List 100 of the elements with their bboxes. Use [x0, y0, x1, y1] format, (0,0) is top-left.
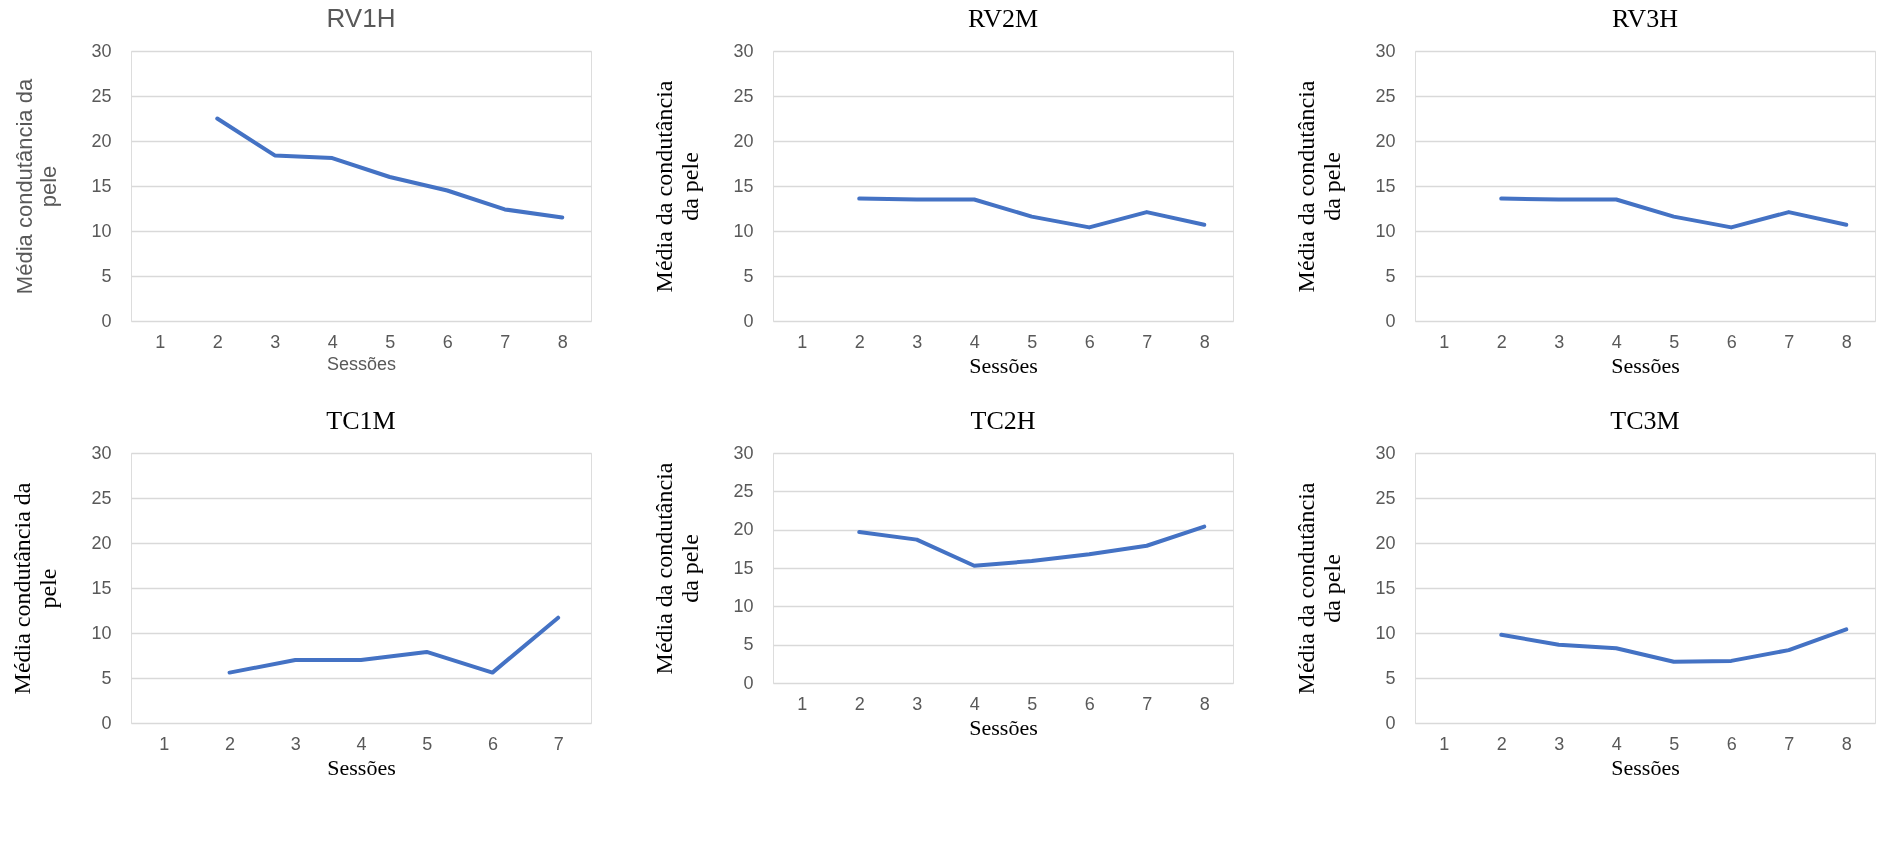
- x-tick-label: 3: [912, 693, 923, 714]
- y-tick-label: 25: [733, 85, 754, 106]
- y-tick-label: 25: [733, 480, 754, 501]
- x-tick-label: 2: [1496, 331, 1507, 352]
- y-tick-label: 15: [733, 175, 754, 196]
- y-tick-label: 15: [91, 175, 112, 196]
- y-tick-label: 5: [1385, 265, 1396, 286]
- x-tick-label: 5: [1027, 331, 1038, 352]
- x-tick-label: 4: [969, 331, 980, 352]
- y-axis-title: Média da condutância da pele: [651, 462, 704, 675]
- x-tick-label: 7: [553, 733, 564, 754]
- chart-title: RV1H: [326, 3, 396, 33]
- x-tick-label: 4: [327, 331, 338, 352]
- y-tick-label: 10: [91, 622, 112, 643]
- y-tick-label: 30: [733, 40, 754, 61]
- x-tick-label: 3: [1554, 733, 1565, 754]
- y-axis-title: Média da condutância da pele: [1293, 482, 1346, 695]
- x-tick-label: 5: [422, 733, 433, 754]
- y-tick-label: 5: [743, 634, 754, 655]
- y-axis-title: Média condutância da pele: [12, 78, 62, 295]
- y-tick-label: 10: [733, 220, 754, 241]
- x-tick-label: 8: [557, 331, 568, 352]
- line-series: [857, 524, 1207, 568]
- x-tick-label: 2: [212, 331, 223, 352]
- y-tick-label: 5: [101, 667, 112, 688]
- x-tick-label: 1: [797, 693, 808, 714]
- y-tick-label: 15: [1375, 175, 1396, 196]
- line-series: [227, 615, 561, 675]
- y-tick-label: 20: [91, 130, 112, 151]
- chart-title: RV3H: [1612, 4, 1679, 33]
- x-tick-label: 1: [1439, 733, 1450, 754]
- x-tick-label: 2: [854, 331, 865, 352]
- y-tick-label: 0: [101, 712, 112, 733]
- y-tick-label: 20: [1375, 130, 1396, 151]
- line-series: [857, 196, 1207, 230]
- x-tick-label: 8: [1841, 733, 1852, 754]
- x-tick-label: 4: [969, 693, 980, 714]
- y-tick-label: 10: [1375, 220, 1396, 241]
- y-axis-title: Média da condutância da pele: [651, 80, 704, 293]
- line-series: [215, 116, 565, 220]
- y-tick-label: 0: [101, 310, 112, 331]
- y-tick-label: 10: [91, 220, 112, 241]
- x-tick-label: 8: [1199, 693, 1210, 714]
- chart-title: TC3M: [1610, 406, 1680, 435]
- y-tick-label: 5: [1385, 667, 1396, 688]
- x-axis-title: Sessões: [969, 352, 1038, 378]
- y-tick-label: 10: [1375, 622, 1396, 643]
- y-tick-label: 20: [733, 519, 754, 540]
- x-tick-label: 8: [1841, 331, 1852, 352]
- y-tick-label: 0: [1385, 712, 1396, 733]
- x-tick-label: 5: [1027, 693, 1038, 714]
- chart-title: RV2M: [967, 4, 1039, 33]
- x-axis-title: Sessões: [326, 353, 397, 374]
- y-tick-label: 15: [1375, 577, 1396, 598]
- y-tick-label: 25: [91, 487, 112, 508]
- x-tick-label: 5: [385, 331, 396, 352]
- y-tick-label: 0: [1385, 310, 1396, 331]
- y-tick-label: 30: [91, 442, 112, 463]
- x-axis-title: Sessões: [1611, 754, 1680, 780]
- x-tick-label: 5: [1669, 331, 1680, 352]
- x-tick-label: 5: [1669, 733, 1680, 754]
- x-tick-label: 3: [1554, 331, 1565, 352]
- y-tick-label: 0: [743, 310, 754, 331]
- chart-title: TC1M: [326, 406, 396, 435]
- x-tick-label: 4: [1611, 733, 1622, 754]
- y-tick-label: 10: [733, 595, 754, 616]
- x-tick-label: 6: [1084, 331, 1095, 352]
- x-tick-label: 7: [1142, 331, 1153, 352]
- y-tick-label: 20: [91, 532, 112, 553]
- y-tick-label: 25: [1375, 487, 1396, 508]
- x-tick-label: 6: [442, 331, 453, 352]
- x-tick-label: 1: [797, 331, 808, 352]
- line-series: [1499, 627, 1849, 664]
- x-axis-title: Sessões: [1611, 352, 1680, 378]
- x-tick-label: 4: [356, 733, 367, 754]
- y-tick-label: 15: [733, 557, 754, 578]
- y-tick-label: 30: [1375, 40, 1396, 61]
- x-tick-label: 7: [500, 331, 511, 352]
- y-tick-label: 20: [1375, 532, 1396, 553]
- x-tick-label: 7: [1784, 331, 1795, 352]
- y-tick-label: 15: [91, 577, 112, 598]
- x-tick-label: 1: [159, 733, 170, 754]
- x-tick-label: 4: [1611, 331, 1622, 352]
- x-tick-label: 2: [854, 693, 865, 714]
- x-tick-label: 1: [1439, 331, 1450, 352]
- x-axis-title: Sessões: [969, 714, 1038, 740]
- y-tick-label: 30: [733, 442, 754, 463]
- y-axis-title: Média da condutância da pele: [1293, 80, 1346, 293]
- x-tick-label: 6: [1726, 733, 1737, 754]
- y-tick-label: 0: [743, 672, 754, 693]
- x-tick-label: 8: [1199, 331, 1210, 352]
- x-tick-label: 3: [912, 331, 923, 352]
- y-tick-label: 25: [91, 85, 112, 106]
- x-tick-label: 2: [225, 733, 236, 754]
- y-tick-label: 5: [101, 265, 112, 286]
- x-tick-label: 7: [1784, 733, 1795, 754]
- line-series: [1499, 196, 1849, 230]
- x-tick-label: 7: [1142, 693, 1153, 714]
- y-tick-label: 20: [733, 130, 754, 151]
- x-tick-label: 2: [1496, 733, 1507, 754]
